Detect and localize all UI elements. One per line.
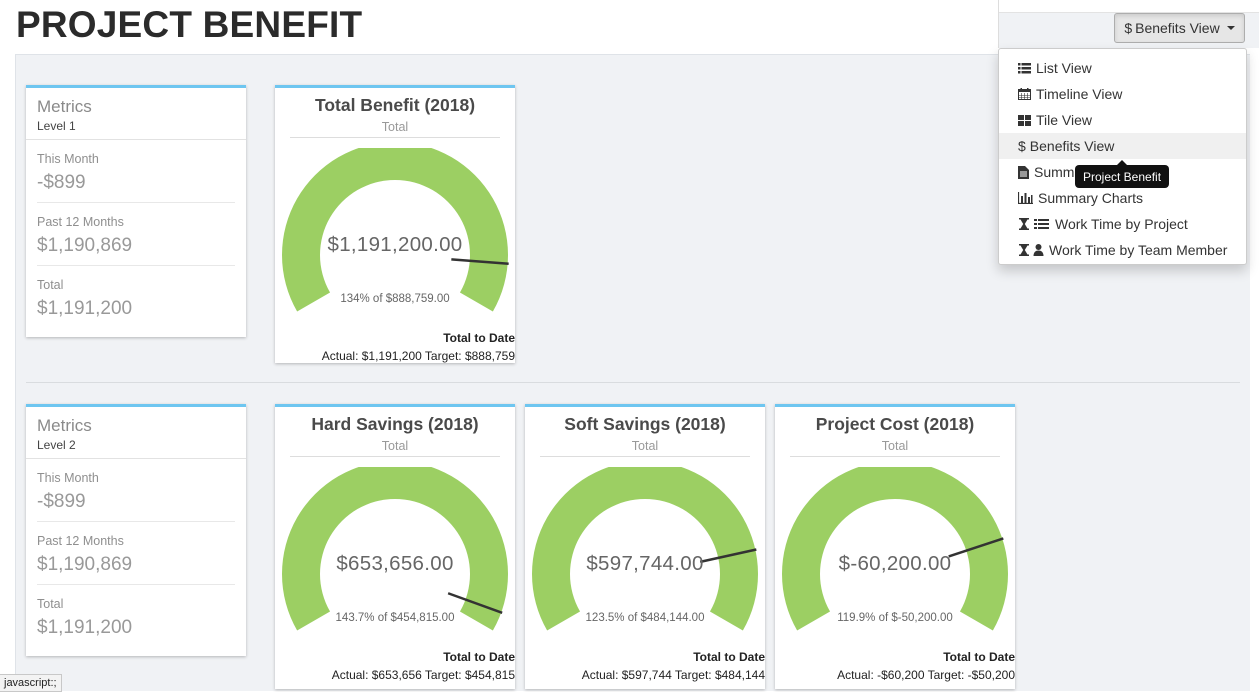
past-12-months-value: $1,190,869: [37, 554, 133, 575]
list-icon: [1018, 62, 1031, 74]
actual-target-label: Actual: -$60,200 Target: -$50,200: [837, 668, 1015, 682]
gauge-subtitle: Total: [790, 439, 1000, 457]
gauge-value: $1,191,200.00: [327, 233, 463, 256]
past-12-months-value: $1,190,869: [37, 235, 133, 256]
past-12-months-label: Past 12 Months: [37, 534, 124, 548]
menu-item-label: Tile View: [1036, 112, 1093, 128]
total-to-date-label: Total to Date: [693, 650, 765, 664]
dollar-icon: $: [1124, 20, 1133, 36]
actual-target-label: Actual: $597,744 Target: $484,144: [581, 668, 765, 682]
tiles-icon: [1018, 114, 1031, 126]
gauge-value: $653,656.00: [336, 552, 454, 575]
calendar-icon: [1018, 88, 1031, 100]
metrics-level: Level 1: [37, 119, 76, 133]
menu-item-work-time-by-team-member[interactable]: Work Time by Team Member: [999, 237, 1246, 263]
total-to-date-label: Total to Date: [443, 331, 515, 345]
menu-item-label: List View: [1036, 60, 1092, 76]
gauge-percent-label: 119.9% of $-50,200.00: [837, 612, 953, 624]
gauge-panel-soft-savings: Soft Savings (2018) Total $597,744.00 12…: [525, 404, 765, 689]
menu-item-label: Work Time by Team Member: [1049, 242, 1228, 258]
metrics-level: Level 2: [37, 438, 76, 452]
gauge-value: $-60,200.00: [838, 552, 952, 575]
menu-item-benefits-view[interactable]: $ Benefits View: [999, 133, 1246, 159]
total-value: $1,191,200: [37, 617, 133, 638]
menu-item-tile-view[interactable]: Tile View: [999, 107, 1246, 133]
gauge-chart: [532, 467, 758, 631]
row-divider: [26, 382, 1240, 383]
gauge-percent-label: 123.5% of $484,144.00: [585, 612, 705, 624]
gauge-chart: [282, 148, 509, 312]
menu-item-summary-charts[interactable]: Summary Charts: [999, 185, 1246, 211]
bar-chart-icon: [1018, 192, 1033, 204]
metrics-title: Metrics: [37, 416, 92, 435]
gauge-needle: [451, 258, 509, 265]
view-dropdown-menu: List View Timeline View Tile View $ Bene…: [998, 48, 1247, 265]
gauge-value: $597,744.00: [586, 552, 704, 575]
gauge-panel-project-cost: Project Cost (2018) Total $-60,200.00 11…: [775, 404, 1015, 689]
gauge-title: Total Benefit (2018): [314, 95, 476, 115]
document-icon: [1018, 165, 1029, 179]
this-month-value: -$899: [37, 491, 86, 512]
actual-target-label: Actual: $653,656 Target: $454,815: [331, 668, 515, 682]
gauge-panel-total-benefit: Total Benefit (2018) Total $1,191,200.00…: [275, 85, 515, 363]
gauge-needle: [699, 548, 757, 564]
hourglass-list-icon: [1018, 218, 1050, 230]
status-bar-url: javascript:;: [0, 674, 62, 692]
menu-item-list-view[interactable]: List View: [999, 55, 1246, 81]
total-label: Total: [37, 597, 64, 611]
menu-item-label: Work Time by Project: [1055, 216, 1188, 232]
metrics-title: Metrics: [37, 97, 92, 116]
view-button-label: Benefits View: [1135, 20, 1220, 36]
hourglass-user-icon: [1018, 244, 1044, 256]
menu-item-label: Summ: [1034, 164, 1075, 180]
gauge-panel-hard-savings: Hard Savings (2018) Total $653,656.00 14…: [275, 404, 515, 689]
total-to-date-label: Total to Date: [443, 650, 515, 664]
gauge-title: Soft Savings (2018): [564, 414, 726, 434]
menu-item-timeline-view[interactable]: Timeline View: [999, 81, 1246, 107]
gauge-title: Project Cost (2018): [815, 414, 975, 434]
dollar-icon: $: [1018, 138, 1026, 154]
benefits-view-dropdown-button[interactable]: $ Benefits View: [1114, 13, 1245, 43]
gauge-band: [282, 148, 508, 312]
menu-item-work-time-by-project[interactable]: Work Time by Project: [999, 211, 1246, 237]
gauge-percent-label: 143.7% of $454,815.00: [335, 612, 455, 624]
gauge-title: Hard Savings (2018): [311, 414, 479, 434]
gauge-chart: [782, 467, 1008, 631]
metrics-panel-level-2: Metrics Level 2 This Month -$899 Past 12…: [26, 404, 246, 656]
menu-item-label: Timeline View: [1036, 86, 1123, 102]
gauge-percent-label: 134% of $888,759.00: [340, 293, 450, 305]
gauge-subtitle: Total: [290, 439, 500, 457]
gauge-subtitle: Total: [290, 120, 500, 138]
past-12-months-label: Past 12 Months: [37, 215, 124, 229]
total-to-date-label: Total to Date: [943, 650, 1015, 664]
menu-item-label: Benefits View: [1029, 138, 1115, 154]
total-label: Total: [37, 278, 64, 292]
tooltip: Project Benefit: [1075, 160, 1170, 188]
gauge-subtitle: Total: [540, 439, 750, 457]
gauge-band: [282, 467, 508, 631]
this-month-label: This Month: [37, 471, 99, 485]
this-month-value: -$899: [37, 172, 86, 193]
menu-item-label: Summary Charts: [1038, 190, 1144, 206]
this-month-label: This Month: [37, 152, 99, 166]
menu-item-summary[interactable]: Summ: [999, 159, 1246, 185]
gauge-needle: [447, 592, 503, 615]
metrics-panel-level-1: Metrics Level 1 This Month -$899 Past 12…: [26, 85, 246, 337]
gauge-band: [782, 467, 1008, 631]
gauge-band: [532, 467, 758, 631]
caret-down-icon: [1226, 26, 1235, 30]
page-title: PROJECT BENEFIT: [16, 4, 363, 45]
gauge-needle: [948, 537, 1004, 558]
actual-target-label: Actual: $1,191,200 Target: $888,759: [321, 349, 515, 363]
gauge-chart: [282, 467, 508, 631]
total-value: $1,191,200: [37, 298, 133, 319]
